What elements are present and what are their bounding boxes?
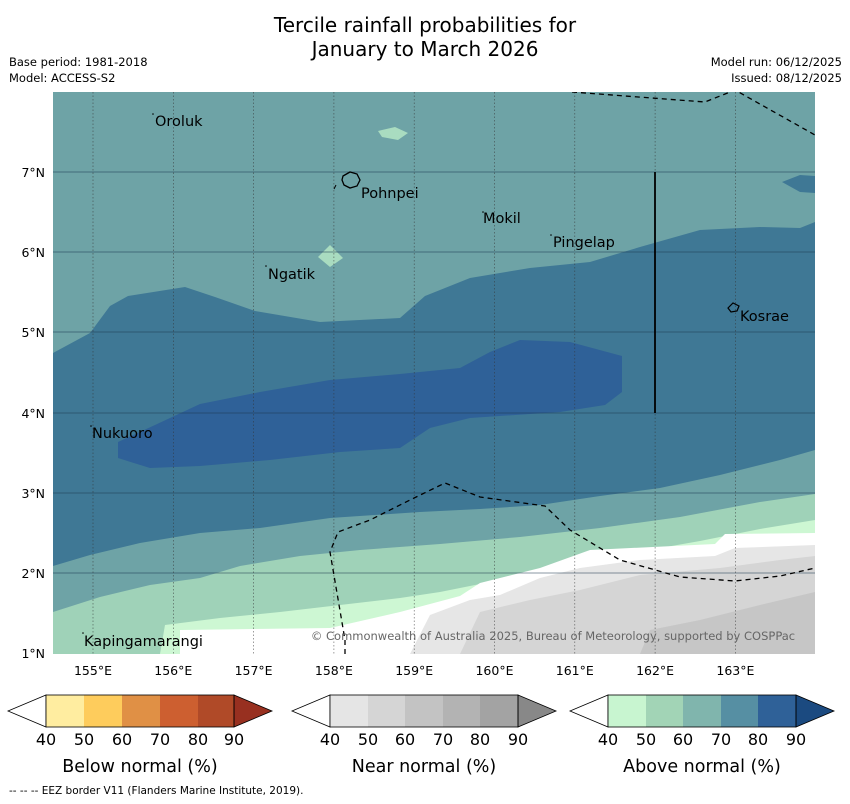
- y-tick-label: 1°N: [21, 646, 45, 661]
- x-tick-label: 155°E: [74, 663, 112, 678]
- colorbar-near: 40 50 60 70 80 90 Near normal (%): [290, 694, 558, 777]
- cb-below-seg: [198, 695, 234, 727]
- base-period: Base period: 1981-2018: [9, 55, 148, 69]
- rainfall-map: Oroluk Pohnpei Mokil Pingelap Ngatik Kos…: [6, 92, 836, 777]
- place-label: Pingelap: [553, 235, 615, 251]
- place-label: Ngatik: [268, 267, 316, 283]
- issued-date: Issued: 08/12/2025: [731, 71, 842, 85]
- cb-tick: 50: [358, 730, 378, 749]
- pohnpei-island: [341, 171, 361, 189]
- cb-near-seg: [368, 695, 405, 727]
- x-tick-label: 162°E: [636, 663, 674, 678]
- x-tick-label: 161°E: [556, 663, 594, 678]
- pohnpei-islet: [333, 184, 337, 190]
- cb-tick: 90: [508, 730, 528, 749]
- cb-tick: 80: [748, 730, 768, 749]
- copyright-note: © Commonwealth of Australia 2025, Bureau…: [311, 629, 795, 643]
- patch-ngatik: [318, 245, 343, 267]
- cb-above-seg: [608, 695, 646, 727]
- y-tick-label: 2°N: [21, 566, 45, 581]
- map-title: Tercile rainfall probabilities for Janua…: [0, 13, 850, 61]
- x-tick-label: 158°E: [315, 663, 353, 678]
- cb-tick: 60: [395, 730, 415, 749]
- cb-below-seg: [46, 695, 84, 727]
- eez-footnote: -- -- -- EEZ border V11 (Flanders Marine…: [9, 785, 304, 797]
- cb-tick: 40: [36, 730, 56, 749]
- cb-tick: 50: [74, 730, 94, 749]
- title-line-1: Tercile rainfall probabilities for: [273, 13, 577, 37]
- place-label: Kapingamarangi: [84, 634, 203, 650]
- cb-below-title: Below normal (%): [62, 757, 217, 777]
- place-label: Pohnpei: [361, 186, 419, 202]
- cb-tick: 60: [112, 730, 132, 749]
- cb-tick: 90: [786, 730, 806, 749]
- cb-above-title: Above normal (%): [623, 757, 781, 777]
- colorbar-below: 40 50 60 70 80 90 Below normal (%): [6, 694, 274, 777]
- cb-above-min-arrow: [568, 694, 609, 728]
- cb-tick: 40: [598, 730, 618, 749]
- map-plot-area: Oroluk Pohnpei Mokil Pingelap Ngatik Kos…: [53, 92, 815, 654]
- cb-tick: 90: [224, 730, 244, 749]
- place-label: Nukuoro: [92, 426, 153, 442]
- cb-tick: 70: [711, 730, 731, 749]
- cb-near-seg: [330, 695, 368, 727]
- x-tick-label: 160°E: [475, 663, 513, 678]
- x-tick-label: 159°E: [395, 663, 433, 678]
- lat-gridlines: [53, 171, 815, 574]
- patch-east: [782, 175, 815, 193]
- cb-near-title: Near normal (%): [352, 757, 497, 777]
- colorbar-above: 40 50 60 70 80 90 Above normal (%): [568, 694, 836, 777]
- kosrae-island: [727, 302, 740, 313]
- cb-below-min-arrow: [6, 694, 47, 728]
- place-label: Mokil: [483, 211, 521, 227]
- cb-below-seg: [84, 695, 122, 727]
- cb-above-seg: [646, 695, 683, 727]
- near-normal-60-70: [640, 592, 815, 654]
- model-name: Model: ACCESS-S2: [9, 71, 116, 85]
- y-tick-label: 4°N: [21, 406, 45, 421]
- atoll-dots: [82, 113, 552, 634]
- patch-oroluk: [378, 127, 408, 140]
- cb-near-max-arrow: [517, 694, 558, 728]
- prob-band-80-90: [118, 340, 622, 468]
- place-label: Kosrae: [740, 309, 789, 325]
- cb-above-seg: [683, 695, 721, 727]
- cb-tick: 80: [188, 730, 208, 749]
- cb-tick: 40: [320, 730, 340, 749]
- cb-near-seg: [405, 695, 443, 727]
- cb-tick: 80: [470, 730, 490, 749]
- cb-tick: 70: [150, 730, 170, 749]
- cb-tick: 60: [673, 730, 693, 749]
- eez-borders: [329, 92, 815, 654]
- meta-right: Model run: 06/12/2025 Issued: 08/12/2025: [711, 54, 842, 86]
- x-tick-label: 157°E: [235, 663, 273, 678]
- x-tick-label: 163°E: [716, 663, 754, 678]
- cb-near-seg: [443, 695, 480, 727]
- cb-above-seg: [758, 695, 796, 727]
- meta-left: Base period: 1981-2018 Model: ACCESS-S2: [9, 54, 148, 86]
- model-run: Model run: 06/12/2025: [710, 55, 842, 69]
- cb-below-seg: [160, 695, 198, 727]
- cb-above-seg: [721, 695, 758, 727]
- title-line-2: January to March 2026: [311, 37, 539, 61]
- y-tick-label: 3°N: [21, 486, 45, 501]
- cb-near-min-arrow: [290, 694, 331, 728]
- cb-above-max-arrow: [795, 694, 836, 728]
- cb-tick: 50: [636, 730, 656, 749]
- cb-near-seg: [480, 695, 518, 727]
- cb-below-max-arrow: [233, 694, 274, 728]
- place-label: Oroluk: [155, 114, 203, 130]
- y-tick-label: 7°N: [21, 165, 45, 180]
- cb-tick: 70: [433, 730, 453, 749]
- x-tick-label: 156°E: [154, 663, 192, 678]
- y-tick-label: 5°N: [21, 325, 45, 340]
- y-tick-label: 6°N: [21, 245, 45, 260]
- cb-below-seg: [122, 695, 160, 727]
